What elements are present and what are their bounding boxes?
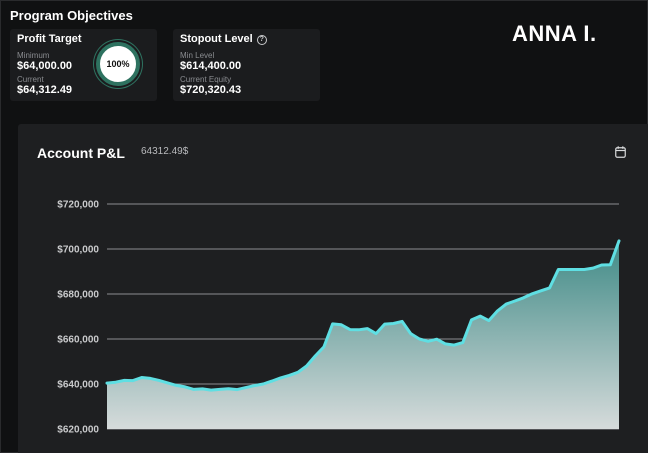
pnl-point-18 [262, 383, 264, 385]
pnl-point-14 [227, 387, 230, 390]
pnl-point-21 [288, 374, 291, 377]
min-level-value: $614,400.00 [180, 60, 242, 72]
y-tick-label: $660,000 [57, 335, 99, 346]
y-tick-label: $720,000 [57, 200, 99, 211]
pnl-point-45 [496, 310, 499, 312]
pnl-point-37 [427, 340, 429, 343]
pnl-point-16 [245, 386, 247, 389]
pnl-point-15 [236, 388, 238, 391]
y-tick-label: $680,000 [57, 290, 99, 301]
pnl-point-35 [409, 332, 412, 335]
current-label: Current [17, 75, 44, 84]
current-equity-label: Current Equity [180, 75, 232, 84]
pnl-point-25 [323, 346, 325, 348]
pnl-point-59 [618, 240, 620, 242]
account-pnl-amount: 64312.49$ [141, 146, 189, 157]
pnl-point-47 [514, 300, 516, 302]
account-pnl-title: Account P&L [37, 145, 125, 161]
pnl-point-51 [548, 287, 551, 289]
calendar-icon[interactable] [615, 146, 626, 158]
pnl-point-43 [479, 315, 482, 317]
help-circle-icon[interactable]: ? [256, 35, 267, 45]
pnl-point-27 [340, 324, 343, 326]
pnl-point-34 [401, 320, 403, 323]
minimum-value: $64,000.00 [17, 60, 73, 72]
pnl-point-23 [305, 365, 308, 367]
profit-target-card: Profit Target Minimum $64,000.00 Current… [10, 29, 157, 101]
y-tick-label: $620,000 [57, 425, 99, 436]
pnl-point-10 [193, 388, 195, 391]
pnl-point-39 [444, 343, 447, 345]
profit-target-title: Profit Target [17, 33, 82, 45]
pnl-point-26 [331, 323, 334, 325]
pnl-point-19 [271, 380, 273, 382]
pnl-point-20 [279, 377, 282, 379]
pnl-point-7 [166, 382, 169, 384]
pnl-point-42 [470, 319, 473, 321]
pnl-point-41 [462, 341, 464, 344]
pnl-point-54 [574, 268, 577, 271]
profit-progress-ring: 100% [96, 42, 140, 86]
pnl-point-13 [219, 388, 221, 391]
pnl-point-33 [392, 322, 395, 325]
program-objectives-title: Program Objectives [10, 8, 133, 23]
stopout-level-label: Stopout Level [180, 33, 253, 45]
minimum-label: Minimum [17, 51, 50, 60]
pnl-point-22 [297, 371, 299, 374]
pnl-point-46 [505, 303, 508, 305]
pnl-point-36 [418, 338, 421, 340]
y-tick-label: $640,000 [57, 380, 99, 391]
pnl-point-6 [158, 379, 160, 382]
stopout-level-card: Stopout Level? Min Level $614,400.00 Cur… [173, 29, 320, 101]
pnl-line [105, 239, 621, 392]
pnl-point-40 [453, 344, 455, 346]
pnl-point-30 [366, 327, 369, 330]
pnl-point-0 [106, 382, 108, 384]
y-tick-label: $700,000 [57, 245, 99, 256]
pnl-point-52 [557, 268, 560, 271]
pnl-point-50 [540, 290, 542, 292]
brand-logo: ANNA I. [512, 21, 597, 46]
pnl-point-58 [609, 264, 612, 266]
pnl-point-53 [566, 268, 568, 271]
pnl-point-48 [522, 297, 525, 299]
pnl-point-56 [592, 267, 594, 269]
pnl-point-1 [114, 381, 117, 384]
profit-progress-label: 100% [106, 59, 130, 69]
pnl-point-44 [488, 319, 490, 322]
pnl-point-49 [531, 293, 533, 295]
account-pnl-panel: Account P&L 64312.49$ $720,000 $700,000 $6… [18, 124, 648, 453]
pnl-point-31 [375, 332, 377, 335]
pnl-point-29 [357, 329, 360, 331]
pnl-point-57 [600, 264, 603, 266]
current-equity-value: $720,320.43 [180, 84, 242, 96]
pnl-point-3 [132, 379, 134, 382]
pnl-point-11 [201, 388, 204, 390]
pnl-point-32 [383, 323, 386, 325]
pnl-area [107, 240, 619, 429]
pnl-point-9 [184, 386, 186, 388]
pnl-point-17 [253, 384, 256, 387]
pnl-point-5 [149, 377, 152, 380]
pnl-point-55 [583, 268, 586, 271]
pnl-point-4 [140, 376, 143, 379]
current-value: $64,312.49 [17, 84, 73, 96]
pnl-point-24 [314, 355, 317, 357]
pnl-point-2 [123, 379, 126, 382]
min-level-label: Min Level [180, 51, 215, 60]
account-pnl-chart: $720,000 $700,000 $680,000 $660,000 $640,000… [57, 200, 621, 436]
pnl-point-12 [210, 389, 212, 391]
pnl-point-8 [175, 384, 178, 387]
stopout-level-title: Stopout Level? [180, 33, 267, 45]
pnl-point-38 [436, 338, 438, 340]
pnl-point-28 [349, 328, 351, 331]
